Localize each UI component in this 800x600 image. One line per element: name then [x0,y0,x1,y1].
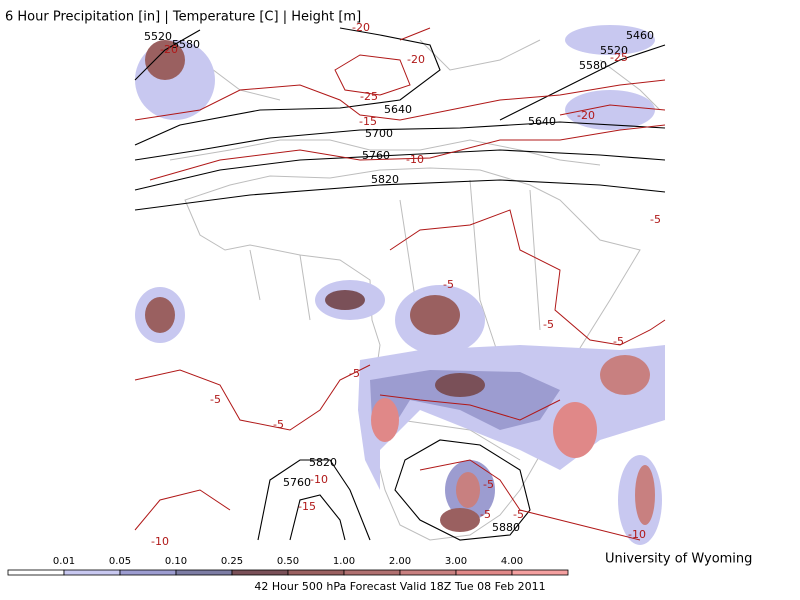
temperature-label: -5 [543,318,554,331]
temperature-label: -5 [650,213,661,226]
height-label: 5520 [144,30,172,43]
colorbar-segment [511,569,569,576]
colorbar-segment [399,569,457,576]
temperature-label: -5 [480,508,491,521]
temperature-label: -15 [359,115,377,128]
credit: University of Wyoming [605,552,752,567]
temperature-contour [134,209,666,541]
temperature-label: -5 [513,508,524,521]
height-label: 5880 [492,521,520,534]
colorbar-label: 0.10 [165,556,187,567]
colorbar-label: 0.25 [221,556,243,567]
height-label: 5820 [371,173,399,186]
colorbar-label: 0.05 [109,556,131,567]
temperature-label: -20 [160,43,178,56]
height-contour [134,27,666,211]
height-contour [257,439,531,541]
coastline [184,167,641,541]
colorbar-segment [231,569,289,576]
footer: 42 Hour 500 hPa Forecast Valid 18Z Tue 0… [254,580,545,593]
temperature-label: -25 [610,51,628,64]
temperature-label: -5 [613,335,624,348]
colorbar-label: 0.50 [277,556,299,567]
temperature-label: -5 [210,393,221,406]
colorbar-segment [343,569,401,576]
temperature-label: -20 [577,109,595,122]
temperature-contour [134,27,666,181]
temperature-label: -5 [443,278,454,291]
temperature-label: -20 [352,21,370,34]
colorbar-label: 3.00 [445,556,467,567]
temperature-labels: -20 -20 -25 -15 -10 -20 -25 -5 -5 -5 -5 … [151,21,661,548]
temperature-label: -10 [310,473,328,486]
temperature-label: -10 [406,153,424,166]
colorbar-segment [63,569,121,576]
height-label: 5460 [626,29,654,42]
height-label: 5520 [600,44,628,57]
temperature-label: -5 [349,367,360,380]
height-label: 5760 [283,476,311,489]
height-label: 5640 [528,115,556,128]
temperature-label: -5 [273,418,284,431]
colorbar-segment [119,569,177,576]
height-label: 5640 [384,103,412,116]
coastline [169,39,661,166]
colorbar-label: 2.00 [389,556,411,567]
temperature-label: -5 [483,478,494,491]
height-label: 5700 [365,127,393,140]
colorbar-segment [287,569,345,576]
map-title: 6 Hour Precipitation [in] | Temperature … [5,10,361,25]
borders [249,179,541,461]
temperature-label: -25 [360,90,378,103]
colorbar-label: 0.01 [53,556,75,567]
height-label: 5820 [309,456,337,469]
height-label: 5580 [579,59,607,72]
map-area: 5520 5580 5640 5700 5760 5820 5580 5640 … [134,21,666,553]
colorbar-segment [175,569,233,576]
temperature-label: -10 [151,535,169,548]
colorbar-label: 4.00 [501,556,523,567]
colorbar-segment [455,569,513,576]
height-label: 5580 [172,38,200,51]
temperature-label: -15 [298,500,316,513]
colorbar: 0.01 0.05 0.10 0.25 0.50 1.00 2.00 3.00 4.00 [7,556,569,576]
temperature-label: -10 [628,528,646,541]
colorbar-segment [7,569,65,576]
temperature-label: -20 [407,53,425,66]
precipitation [135,25,665,545]
colorbar-label: 1.00 [333,556,355,567]
height-label: 5760 [362,149,390,162]
height-labels: 5520 5580 5640 5700 5760 5820 5580 5640 … [144,29,654,534]
